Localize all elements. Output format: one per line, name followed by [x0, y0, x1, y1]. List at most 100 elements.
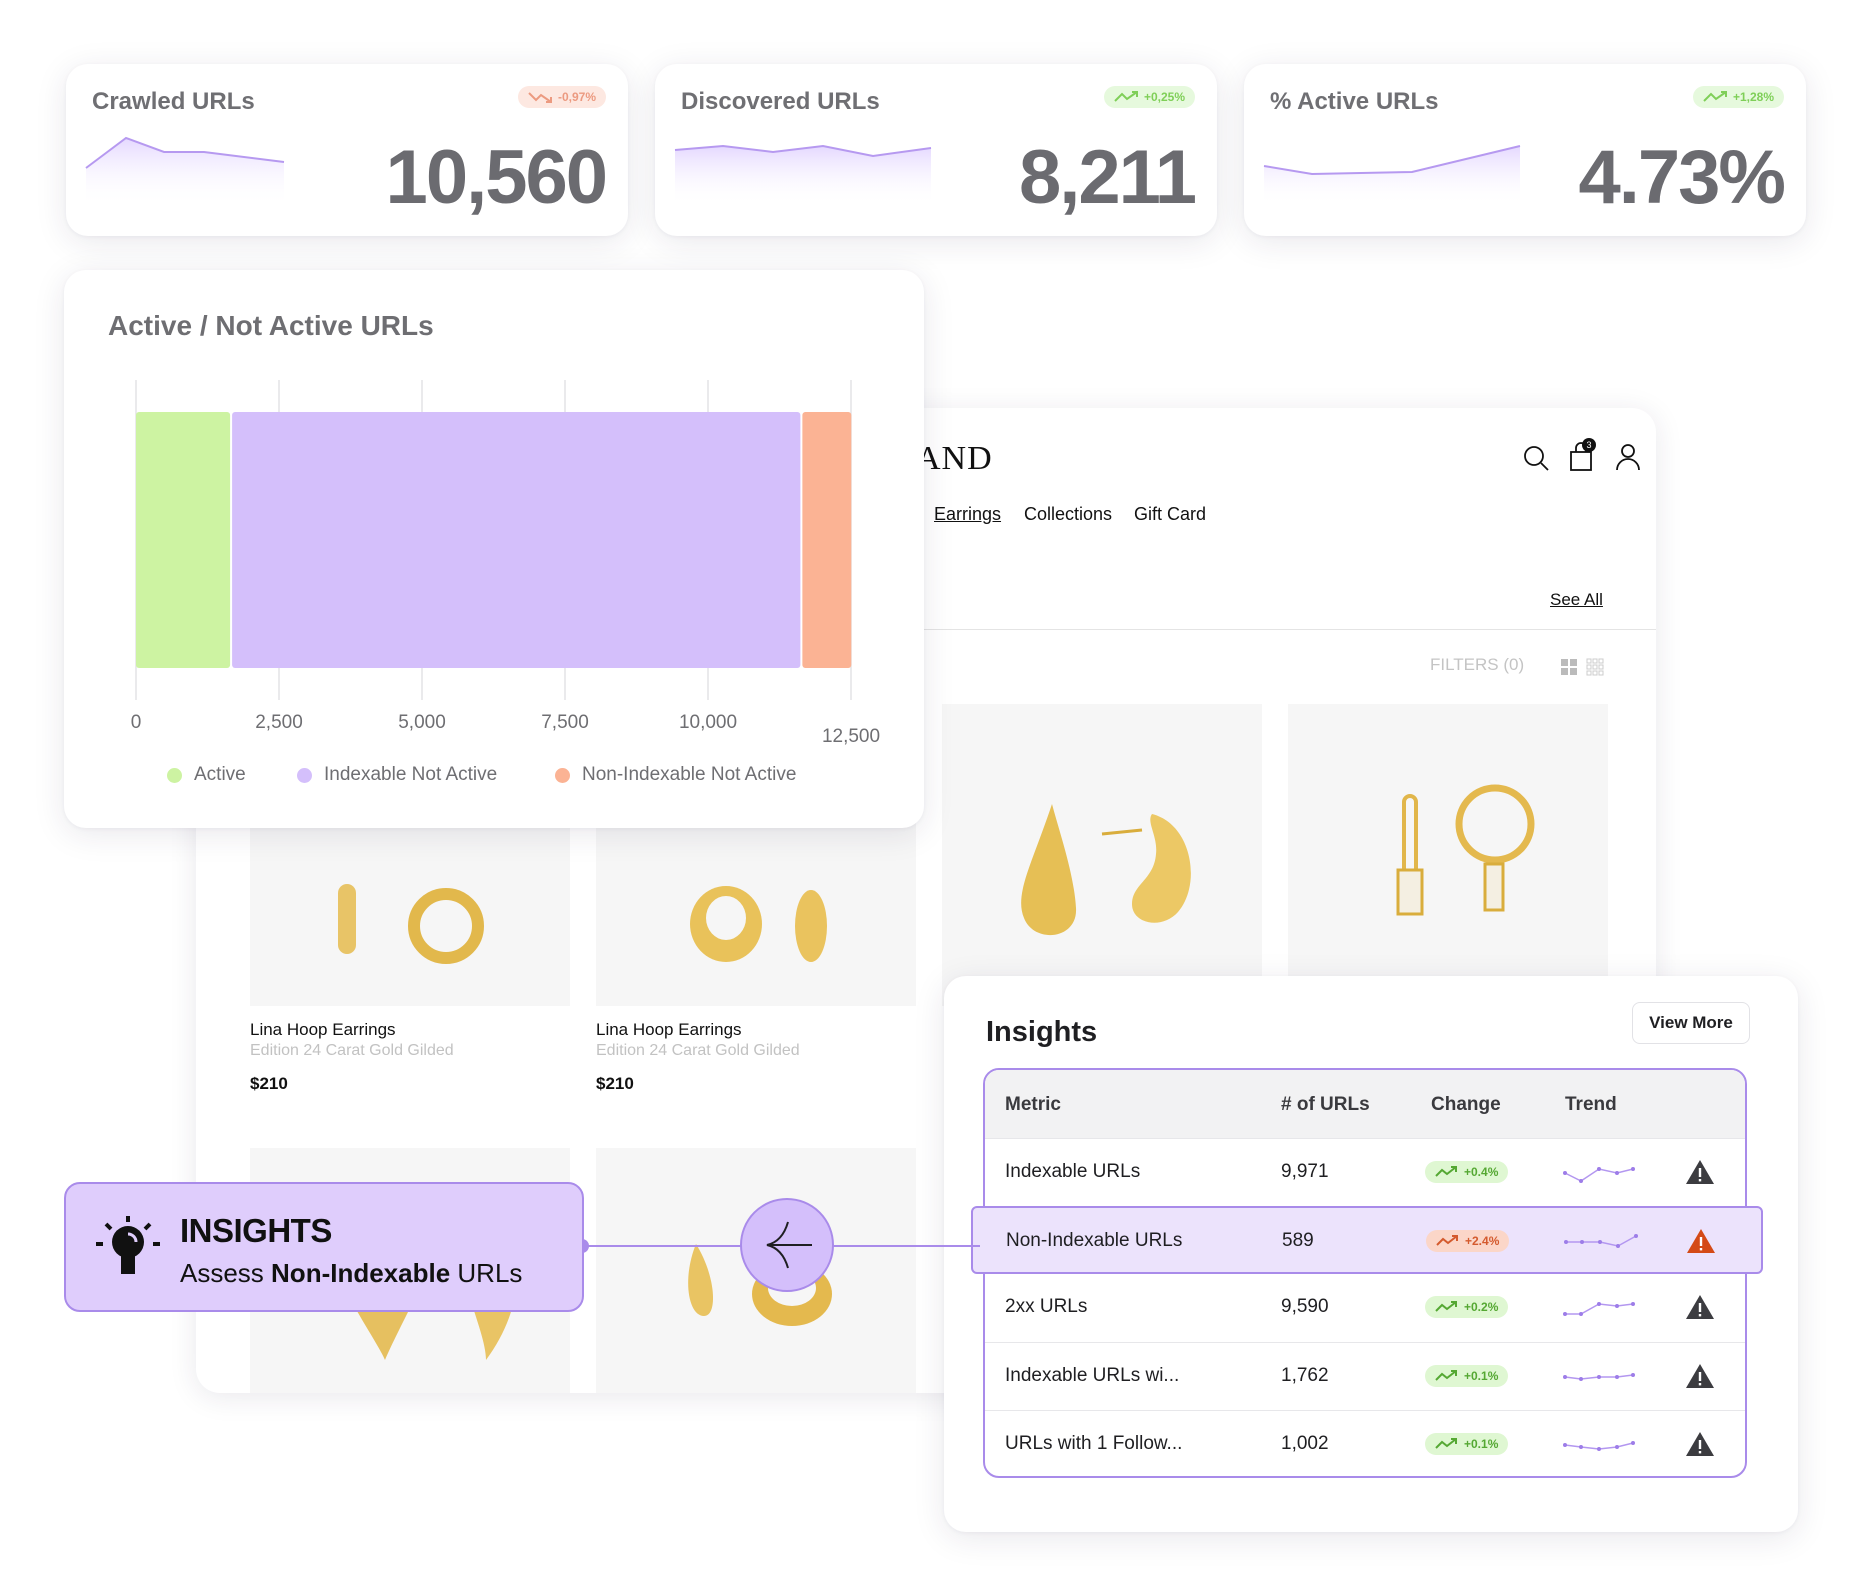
sparkline — [674, 144, 932, 206]
table-header — [985, 1070, 1745, 1138]
kpi-card-crawled: Crawled URLs -0,97% 10,560 — [66, 64, 628, 236]
url-count: 9,971 — [1281, 1161, 1329, 1182]
x-tick-label: 0 — [130, 712, 142, 733]
user-icon[interactable] — [1614, 442, 1642, 472]
metric-name: Indexable URLs wi... — [1005, 1365, 1180, 1386]
lightbulb-icon — [96, 1216, 160, 1274]
stacked-bar-chart — [135, 380, 852, 700]
x-tick-label: 7,500 — [541, 712, 589, 733]
product-price: $210 — [596, 1074, 634, 1093]
table-row[interactable]: 2xx URLs 9,590 +0.2% — [985, 1274, 1745, 1342]
kpi-title: Crawled URLs — [92, 88, 255, 115]
drop-earrings-image — [1021, 804, 1191, 936]
trend-up-icon — [1436, 1235, 1458, 1246]
arrow-left-icon — [766, 1221, 812, 1269]
insights-table: Metric # of URLs Change Trend Indexable … — [971, 1068, 1763, 1478]
trend-up-icon — [1435, 1301, 1457, 1312]
bar-segment-indexable-not-active[interactable] — [232, 412, 801, 668]
grid-view-icon[interactable] — [1560, 658, 1578, 676]
bar-segment-active[interactable] — [136, 412, 231, 668]
trend-up-icon — [1435, 1166, 1457, 1177]
product-subtitle: Edition 24 Carat Gold Gilded — [250, 1042, 454, 1059]
sparkline — [1263, 145, 1521, 206]
brand-logo: AND — [916, 440, 993, 477]
kpi-card-active: % Active URLs +1,28% 4.73% — [1244, 64, 1806, 236]
legend-non-indexable-not-active: Non-Indexable Not Active — [555, 764, 796, 786]
product-subtitle: Edition 24 Carat Gold Gilded — [596, 1042, 800, 1059]
product-image[interactable] — [942, 704, 1262, 1006]
metric-name: Non-Indexable URLs — [1006, 1230, 1183, 1251]
sparkline — [85, 136, 285, 206]
url-count: 589 — [1282, 1230, 1314, 1251]
see-all-link[interactable]: See All — [1550, 590, 1603, 609]
url-count: 9,590 — [1281, 1296, 1329, 1317]
bar-segment-non-indexable-not-active[interactable] — [802, 412, 852, 668]
change-badge: +0.1% — [1425, 1365, 1509, 1387]
x-tick-label: 2,500 — [255, 712, 303, 733]
change-badge: +0.4% — [1425, 1161, 1509, 1183]
callout-heading: INSIGHTS — [180, 1212, 332, 1249]
trend-sparkline — [1563, 1441, 1635, 1451]
list-view-icon[interactable] — [1586, 658, 1604, 676]
col-change: Change — [1431, 1094, 1501, 1115]
warning-icon[interactable] — [1685, 1363, 1715, 1389]
trend-sparkline — [1563, 1373, 1635, 1381]
legend-dot — [555, 767, 570, 783]
nav-earrings[interactable]: Earrings — [934, 504, 1002, 524]
legend-dot — [297, 767, 312, 783]
warning-icon[interactable] — [1685, 1294, 1715, 1320]
product-name[interactable]: Lina Hoop Earrings — [596, 1020, 742, 1039]
chunky-hoop-earrings-image — [690, 886, 827, 962]
product-name[interactable]: Lina Hoop Earrings — [250, 1020, 396, 1039]
x-tick-label: 12,500 — [821, 726, 881, 747]
chart-title: Active / Not Active URLs — [108, 310, 434, 341]
ribbed-earrings-image — [350, 1298, 512, 1360]
charm-hoop-earrings-image — [1396, 784, 1535, 916]
kpi-value: 10,560 — [385, 135, 608, 220]
kpi-value: 8,211 — [1019, 135, 1197, 220]
table-row-highlighted[interactable]: Non-Indexable URLs 589 +2.4% — [971, 1206, 1763, 1274]
trend-sparkline — [1563, 1302, 1635, 1316]
warning-icon[interactable] — [1686, 1228, 1716, 1254]
change-badge: +1,28% — [1692, 86, 1784, 108]
col-trend: Trend — [1565, 1094, 1617, 1115]
divider — [196, 629, 1656, 630]
nav-collections[interactable]: Collections — [1024, 504, 1113, 524]
trend-down-icon — [528, 92, 552, 103]
change-badge: +0.2% — [1425, 1296, 1509, 1318]
view-more-button[interactable]: View More — [1632, 1002, 1750, 1044]
kpi-value: 4.73% — [1578, 135, 1786, 220]
kpi-title: Discovered URLs — [681, 88, 880, 115]
trend-up-icon — [1703, 91, 1727, 102]
change-badge: +2.4% — [1426, 1230, 1510, 1252]
insights-title: Insights — [986, 1016, 1098, 1048]
trend-up-icon — [1114, 91, 1138, 102]
connector-node[interactable] — [740, 1198, 834, 1292]
warning-icon[interactable] — [1685, 1159, 1715, 1185]
trend-sparkline — [1564, 1234, 1638, 1248]
change-badge: +0,25% — [1103, 86, 1195, 108]
insights-callout[interactable]: INSIGHTS Assess Non-Indexable URLs — [64, 1182, 584, 1312]
url-count: 1,002 — [1281, 1433, 1329, 1454]
nav-gift-card[interactable]: Gift Card — [1134, 504, 1207, 524]
filters-button[interactable]: FILTERS (0) — [1430, 655, 1525, 674]
product-price: $210 — [250, 1074, 288, 1093]
change-badge: -0,97% — [517, 86, 606, 108]
table-row[interactable]: Indexable URLs 9,971 +0.4% — [985, 1138, 1745, 1206]
kpi-card-discovered: Discovered URLs +0,25% 8,211 — [655, 64, 1217, 236]
x-tick-label: 5,000 — [398, 712, 446, 733]
url-count: 1,762 — [1281, 1365, 1329, 1386]
change-badge: +0.1% — [1425, 1433, 1509, 1455]
warning-icon[interactable] — [1685, 1431, 1715, 1457]
metric-name: URLs with 1 Follow... — [1005, 1433, 1183, 1454]
legend-dot — [167, 767, 182, 783]
table-row[interactable]: Indexable URLs wi... 1,762 +0.1% — [985, 1342, 1745, 1410]
table-row[interactable]: URLs with 1 Follow... 1,002 +0.1% — [985, 1410, 1745, 1478]
search-icon[interactable] — [1522, 444, 1550, 472]
metric-name: 2xx URLs — [1005, 1296, 1088, 1317]
twisted-hoop-earrings-image — [338, 884, 484, 964]
trend-up-icon — [1435, 1438, 1457, 1449]
metric-name: Indexable URLs — [1005, 1161, 1141, 1182]
product-image[interactable] — [1288, 704, 1608, 1006]
trend-up-icon — [1435, 1370, 1457, 1381]
